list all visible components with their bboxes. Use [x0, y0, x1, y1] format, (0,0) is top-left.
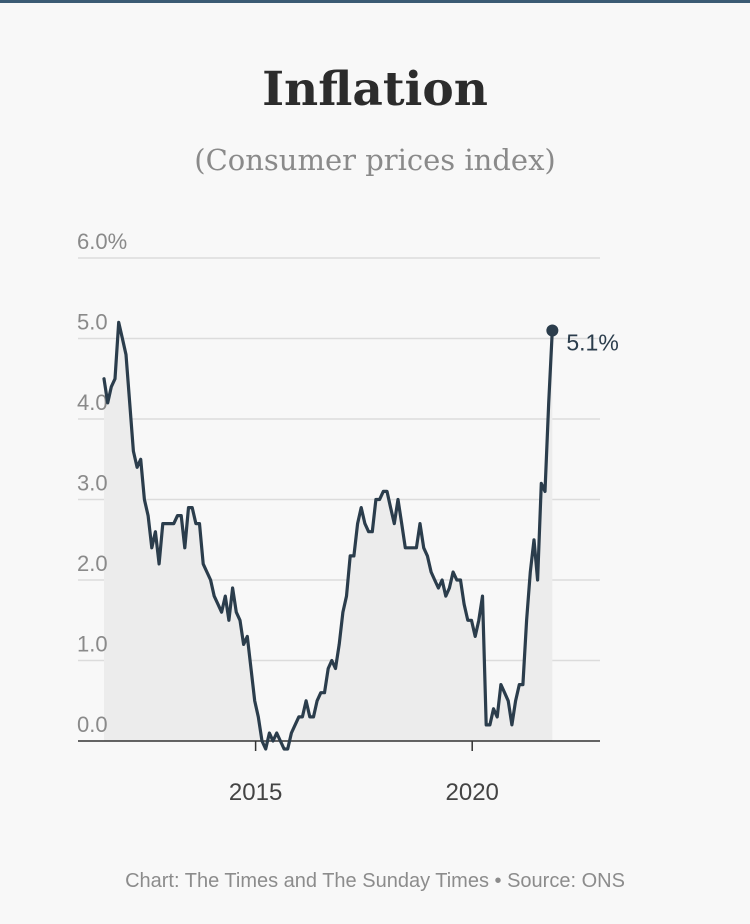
chart-title: Inflation: [262, 62, 488, 117]
x-tick-label: 2020: [446, 779, 499, 806]
y-tick-label: 3.0: [77, 471, 108, 496]
y-tick-label: 1.0: [77, 632, 108, 657]
source-credit: Chart: The Times and The Sunday Times • …: [125, 870, 625, 892]
y-tick-label: 2.0: [77, 551, 108, 576]
y-tick-label: 5.0: [77, 310, 108, 335]
area-fill: [103, 322, 553, 741]
top-rule: [0, 0, 750, 3]
end-point: [546, 324, 559, 337]
chart-subtitle: (Consumer prices index): [194, 143, 556, 177]
end-value-label: 5.1%: [566, 329, 618, 355]
x-tick-label: 2015: [229, 779, 282, 806]
y-tick-label: 6.0%: [77, 229, 127, 254]
y-tick-label: 4.0: [77, 390, 108, 415]
series-line: [102, 320, 554, 751]
y-tick-label: 0.0: [77, 712, 108, 737]
